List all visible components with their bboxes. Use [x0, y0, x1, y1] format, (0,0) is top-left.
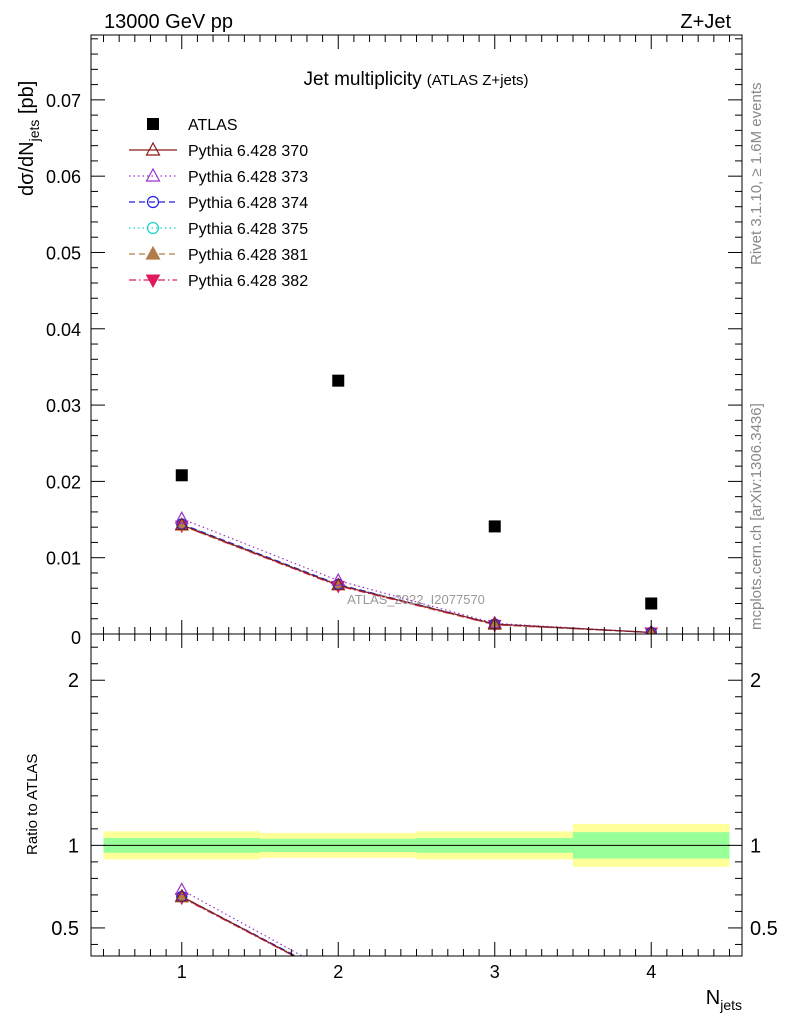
plot-title: Jet multiplicity (ATLAS Z+jets): [303, 69, 528, 90]
legend-marker: [146, 221, 160, 235]
main-y-zero-label: 0: [71, 628, 81, 648]
data-point: [645, 597, 658, 610]
plot-title-suffix: (ATLAS Z+jets): [427, 72, 529, 89]
legend-label: Pythia 6.428 381: [188, 247, 308, 264]
legend-item: Pythia 6.428 382: [129, 273, 308, 290]
data-point: [174, 511, 189, 524]
main-plot: ATLAS_2022_I2077570 Jet multiplicity (ATL…: [16, 34, 743, 648]
main-y-tick-label: 0.04: [46, 320, 81, 340]
plot-title-main: Jet multiplicity: [303, 69, 422, 90]
ratio-y-tick-label: 2: [68, 670, 79, 692]
data-point: [332, 374, 345, 387]
x-tick-label: 2: [333, 962, 343, 982]
ratio-data-point: [174, 888, 189, 902]
ratio-series-line: [181, 889, 304, 956]
ratio-y-tick-label-right: 2: [750, 670, 761, 692]
rivet-label: Rivet 3.1.10, ≥ 1.6M events: [748, 83, 765, 266]
legend-label: ATLAS: [188, 117, 238, 134]
main-y-axis-label-unit: [pb]: [16, 81, 38, 120]
data-point: [331, 577, 346, 591]
legend-marker: [145, 141, 161, 156]
x-tick-label: 1: [177, 962, 187, 982]
legend-item: Pythia 6.428 375: [129, 221, 308, 238]
legend-item: Pythia 6.428 370: [129, 141, 308, 160]
legend-item: ATLAS: [147, 117, 238, 134]
ratio-y-tick-label-right: 1: [750, 835, 761, 857]
ratio-plot: 0.5 0.5 1 1 2 2 1 2 3 4 Ratio to ATLAS Njets: [24, 633, 778, 1013]
x-axis-label-sub: jets: [719, 997, 742, 1013]
legend-label: Pythia 6.428 375: [188, 221, 308, 238]
ratio-data-point: [174, 882, 189, 896]
main-y-tick-label: 0.01: [46, 549, 81, 569]
legend-marker: [145, 274, 161, 289]
data-point: [646, 624, 657, 634]
energy-label: 13000 GeV pp: [104, 11, 233, 33]
legend-item: Pythia 6.428 381: [129, 245, 308, 264]
main-y-tick-label: 0.05: [46, 243, 81, 263]
data-point: [175, 469, 188, 482]
data-point: [174, 517, 189, 530]
process-label: Z+Jet: [680, 11, 731, 33]
series-line: [181, 523, 652, 634]
main-y-tick-label: 0.06: [46, 167, 81, 187]
legend: ATLAS Pythia 6.428 370 Pythia 6.428 373 Pyt…: [129, 117, 308, 290]
series-line: [181, 525, 652, 634]
legend-item: Pythia 6.428 374: [129, 195, 308, 212]
ratio-y-tick-label: 0.5: [51, 918, 79, 940]
legend-marker: [146, 195, 160, 209]
main-y-tick-label: 0.03: [46, 396, 81, 416]
x-axis-label: Njets: [706, 987, 742, 1013]
series-line: [181, 525, 652, 634]
main-y-tick-label: 0.07: [46, 91, 81, 111]
series-line: [181, 523, 652, 634]
x-axis-label-main: N: [706, 987, 720, 1009]
main-y-tick-label: 0.02: [46, 472, 81, 492]
data-point: [331, 572, 346, 586]
series-line: [181, 524, 652, 634]
legend-label: Pythia 6.428 382: [188, 273, 308, 290]
ratio-y-tick-label: 1: [68, 835, 79, 857]
legend-marker: [147, 118, 159, 130]
x-tick-label: 4: [646, 962, 656, 982]
ratio-series-line: [181, 896, 296, 956]
main-y-axis-label-main: dσ/dN: [16, 141, 38, 196]
watermark: ATLAS_2022_I2077570: [347, 592, 485, 607]
data-point: [488, 520, 501, 533]
x-tick-label: 3: [490, 962, 500, 982]
legend-label: Pythia 6.428 370: [188, 143, 308, 160]
legend-item: Pythia 6.428 373: [129, 167, 308, 186]
source-label: mcplots.cern.ch [arXiv:1306.3436]: [748, 403, 765, 630]
legend-marker: [145, 245, 161, 260]
legend-label: Pythia 6.428 373: [188, 169, 308, 186]
main-y-axis-label: dσ/dNjets [pb]: [16, 81, 42, 196]
ratio-y-tick-label-right: 0.5: [750, 918, 778, 940]
legend-label: Pythia 6.428 374: [188, 195, 308, 212]
series-line: [181, 518, 652, 634]
ratio-y-axis-label: Ratio to ATLAS: [24, 754, 41, 855]
ratio-plot-frame: [90, 633, 743, 957]
main-y-axis-label-sub: jets: [26, 120, 42, 143]
legend-marker: [145, 167, 161, 182]
